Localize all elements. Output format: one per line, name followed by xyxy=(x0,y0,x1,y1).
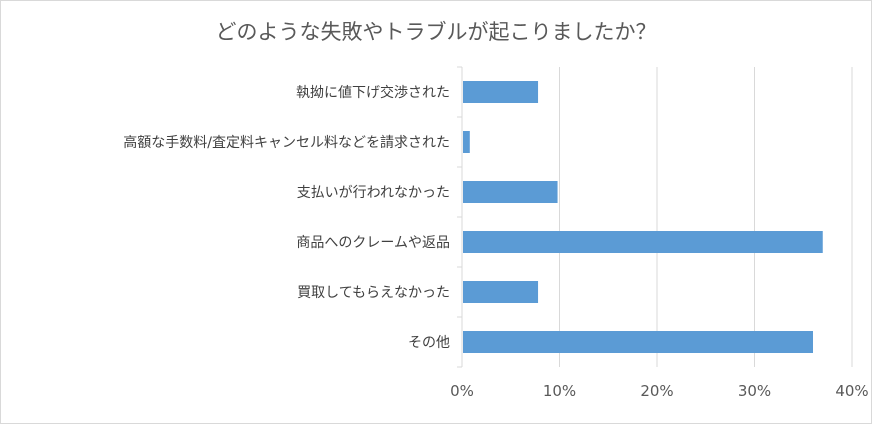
bar xyxy=(463,281,539,303)
x-tick-label: 40% xyxy=(835,382,868,400)
bar xyxy=(463,131,470,153)
bar xyxy=(463,231,823,253)
category-label: 執拗に値下げ交渉された xyxy=(296,84,450,101)
category-label: 高額な手数料/査定料キャンセル料などを請求された xyxy=(123,134,450,151)
x-tick-label: 10% xyxy=(543,382,576,400)
bar xyxy=(463,181,558,203)
chart-title: どのような失敗やトラブルが起こりましたか？ xyxy=(216,20,657,44)
category-label: その他 xyxy=(408,335,450,351)
bar xyxy=(463,81,539,103)
category-label: 商品へのクレームや返品 xyxy=(296,235,450,251)
bar-layer xyxy=(463,81,823,353)
x-tick-label: 30% xyxy=(738,382,771,400)
category-label: 買取してもらえなかった xyxy=(297,285,450,301)
bar xyxy=(463,331,813,353)
x-tick-layer: 0% 10% 20% 30% 40% xyxy=(450,382,869,400)
category-label: 支払いが行われなかった xyxy=(297,185,450,201)
category-label-layer: 執拗に値下げ交渉された高額な手数料/査定料キャンセル料などを請求された支払いが行… xyxy=(123,84,450,351)
x-tick-label: 0% xyxy=(450,382,474,400)
x-tick-label: 20% xyxy=(640,382,673,400)
grid-layer xyxy=(457,66,853,368)
